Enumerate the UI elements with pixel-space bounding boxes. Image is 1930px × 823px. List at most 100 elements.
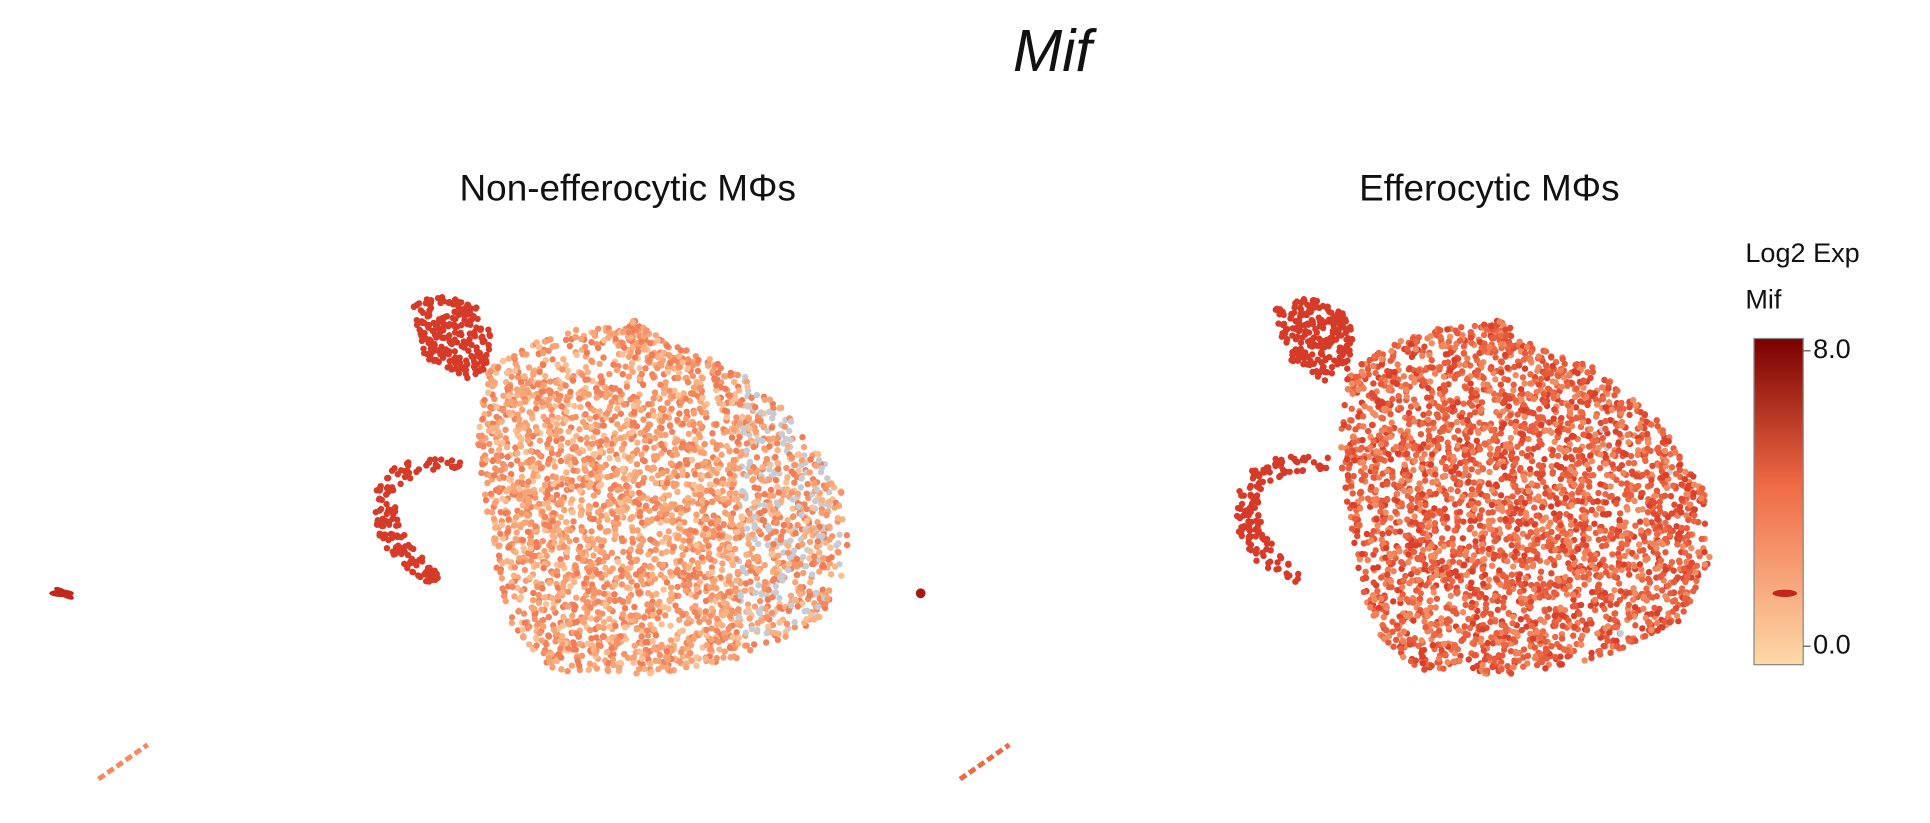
- cell-point: [791, 618, 798, 626]
- cell-point: [800, 443, 808, 451]
- cell-point: [833, 542, 840, 549]
- cell-point: [806, 538, 814, 546]
- cell-point: [479, 461, 486, 468]
- cell-point: [733, 577, 740, 584]
- cell-point: [1387, 514, 1394, 521]
- cell-point: [581, 614, 589, 622]
- cell-point: [779, 528, 787, 535]
- cell-point: [745, 559, 752, 566]
- cell-point: [487, 403, 494, 411]
- cell-point: [572, 326, 580, 334]
- cell-point: [549, 356, 556, 363]
- cell-point: [819, 586, 826, 593]
- cell-point: [540, 361, 547, 369]
- cell-point: [651, 389, 659, 396]
- cell-point: [692, 593, 699, 600]
- cell-point: [668, 512, 676, 519]
- cell-point: [596, 623, 603, 631]
- cell-point: [694, 548, 702, 556]
- cell-point: [554, 414, 562, 421]
- cell-point: [619, 537, 626, 545]
- cell-point: [625, 594, 633, 602]
- cell-point: [803, 615, 810, 623]
- cell-point: [626, 553, 633, 561]
- cell-point: [570, 443, 577, 451]
- cell-point: [638, 338, 645, 345]
- cell-point: [586, 455, 593, 463]
- cell-point: [1579, 632, 1586, 639]
- cell-point: [647, 621, 654, 629]
- cell-point: [710, 577, 717, 584]
- cell-point: [806, 592, 814, 599]
- cell-point: [528, 604, 535, 611]
- cell-point: [738, 513, 745, 520]
- cell-point: [596, 408, 603, 415]
- cell-point: [473, 344, 480, 351]
- cell-point: [792, 579, 799, 586]
- cell-point: [511, 488, 518, 495]
- cell-point: [1447, 486, 1455, 493]
- cell-point: [511, 564, 519, 571]
- cell-point: [660, 390, 668, 397]
- cell-point: [392, 550, 399, 557]
- cell-point: [1447, 592, 1455, 600]
- cell-point: [813, 589, 820, 597]
- cell-point: [621, 496, 629, 504]
- cell-point: [506, 383, 513, 390]
- cell-point: [720, 654, 727, 661]
- cell-point: [533, 543, 541, 551]
- cell-point: [538, 637, 545, 644]
- cell-point: [641, 437, 649, 444]
- cell-point: [593, 634, 600, 641]
- cell-point: [803, 490, 810, 497]
- cell-point: [510, 522, 518, 529]
- cell-point: [827, 571, 835, 578]
- cell-point: [563, 469, 570, 476]
- cell-point: [713, 382, 720, 389]
- cell-point: [657, 381, 664, 388]
- cell-point: [742, 629, 750, 637]
- cell-point: [1456, 545, 1464, 552]
- cell-point: [764, 534, 772, 541]
- cell-point: [690, 384, 698, 391]
- cell-point: [536, 500, 543, 508]
- cell-point: [620, 548, 627, 556]
- cell-point: [553, 420, 561, 428]
- cell-point: [628, 435, 635, 443]
- cell-point: [657, 571, 665, 579]
- cell-point: [437, 456, 445, 463]
- cell-point: [567, 527, 574, 534]
- cell-point: [527, 557, 535, 564]
- cell-point: [759, 516, 766, 524]
- cell-point: [608, 330, 616, 338]
- cell-point: [755, 492, 763, 499]
- cell-point: [379, 522, 387, 530]
- cell-point: [648, 475, 656, 482]
- cell-point: [804, 480, 811, 488]
- cell-point: [596, 523, 604, 530]
- cell-point: [732, 490, 739, 497]
- cell-point: [653, 500, 661, 507]
- cell-point: [549, 595, 556, 602]
- cell-point: [639, 479, 646, 486]
- cell-point: [625, 329, 632, 336]
- cell-point: [520, 610, 528, 617]
- cell-point: [636, 589, 643, 596]
- cell-point: [646, 437, 653, 445]
- cell-point: [692, 436, 699, 443]
- cell-point: [495, 552, 503, 559]
- cell-point: [472, 370, 479, 378]
- cell-point: [1580, 555, 1588, 562]
- cell-point: [585, 505, 593, 513]
- cell-point: [1355, 564, 1362, 572]
- cell-point: [762, 579, 769, 586]
- cell-point: [739, 487, 746, 495]
- cell-point: [737, 591, 744, 598]
- cell-point: [663, 342, 671, 350]
- cell-point: [451, 329, 459, 336]
- cell-point: [785, 560, 793, 568]
- cell-point: [725, 544, 733, 551]
- cell-point: [749, 545, 756, 552]
- cell-point: [1576, 610, 1583, 618]
- cell-point: [536, 629, 543, 637]
